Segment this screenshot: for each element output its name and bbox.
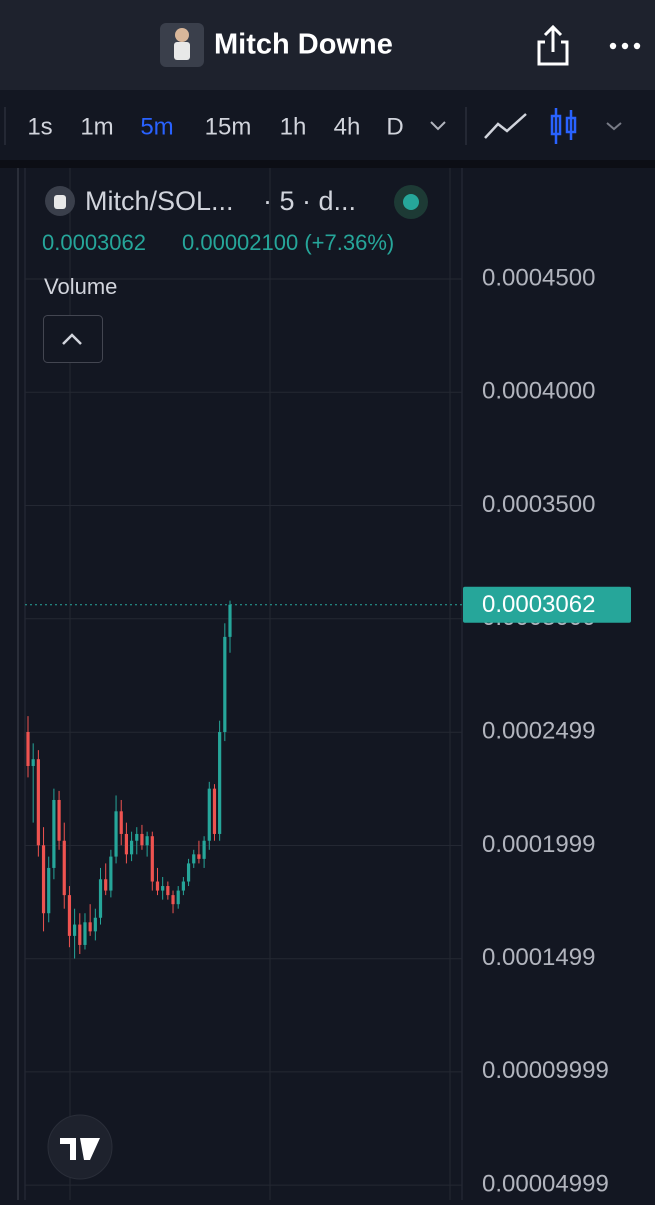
- symbol: Mitch/SOL...: [85, 186, 234, 216]
- candle-body: [145, 836, 149, 846]
- candle-body: [228, 604, 232, 637]
- more-button[interactable]: [609, 42, 641, 50]
- line-chart-button[interactable]: [484, 113, 527, 139]
- candle-body: [124, 833, 129, 855]
- divider: [0, 160, 655, 168]
- candle-body: [212, 788, 217, 834]
- candle-body: [155, 881, 160, 891]
- candle-body: [166, 886, 170, 896]
- interval-button[interactable]: 4h: [334, 113, 361, 140]
- symbol-avatar-body: [54, 195, 66, 209]
- interval-button[interactable]: 1h: [280, 113, 307, 140]
- candle-body: [109, 856, 113, 891]
- candle-body: [129, 840, 134, 855]
- candle-body: [223, 636, 227, 733]
- candle-body: [26, 732, 30, 766]
- candle-body: [88, 922, 92, 932]
- last-price-box: [463, 586, 631, 623]
- y-tick-label: 0.00004999: [482, 1170, 609, 1197]
- y-tick-label: 0.0002499: [482, 718, 595, 745]
- candle-body: [114, 811, 118, 857]
- candle-body: [98, 879, 103, 918]
- candle-body: [73, 924, 77, 936]
- candle-body: [207, 788, 211, 841]
- candle-body: [140, 833, 144, 846]
- candle-body: [176, 890, 180, 905]
- logo-mark: [60, 1138, 100, 1160]
- chart-type-dropdown[interactable]: [606, 122, 622, 131]
- last-price: 0.0003062: [42, 230, 146, 255]
- candle-body: [52, 799, 56, 868]
- status-dot: [403, 194, 419, 210]
- collapse-button[interactable]: [43, 315, 103, 363]
- y-tick-label: 0.0004000: [482, 378, 595, 405]
- candle-chart-button[interactable]: [550, 108, 577, 144]
- y-tick-label: 0.0003500: [482, 491, 595, 518]
- candle-body: [41, 845, 46, 914]
- avatar-body: [174, 42, 190, 60]
- candle-body: [150, 836, 154, 882]
- candle-body: [186, 863, 191, 882]
- candle-body: [31, 759, 35, 766]
- candle-body: [36, 759, 40, 846]
- candle-body: [192, 854, 196, 864]
- y-tick-label: 0.0004500: [482, 264, 595, 291]
- candle-body: [47, 867, 51, 914]
- candle-body: [218, 732, 222, 834]
- candle-body: [171, 895, 175, 905]
- share-button[interactable]: [537, 24, 569, 66]
- candle-body: [104, 879, 108, 891]
- candle-body: [78, 924, 82, 945]
- header-bar: [0, 0, 655, 90]
- price-change: 0.00002100 (+7.36%): [182, 230, 394, 255]
- candle-body: [202, 840, 206, 859]
- candle-body: [197, 854, 201, 859]
- candle-body: [93, 917, 97, 932]
- candle-body: [119, 811, 123, 834]
- candle-body: [83, 922, 87, 945]
- symbol-details: · 5 · d...: [263, 186, 356, 216]
- tradingview-logo[interactable]: [47, 1114, 113, 1180]
- candle-body: [161, 886, 165, 891]
- interval-button[interactable]: 5m: [140, 113, 173, 140]
- indicator-name: Volume: [44, 274, 117, 299]
- interval-button[interactable]: D: [386, 113, 403, 140]
- candle-body: [67, 895, 72, 936]
- last-price-label: 0.0003062: [482, 591, 595, 618]
- candle-body: [181, 881, 185, 891]
- interval-dropdown[interactable]: [430, 121, 446, 131]
- avatar-head: [175, 28, 189, 42]
- y-tick-label: 0.0001999: [482, 831, 595, 858]
- interval-button[interactable]: 1m: [80, 113, 113, 140]
- y-tick-label: 0.0001499: [482, 944, 595, 971]
- y-tick-label: 0.00009999: [482, 1057, 609, 1084]
- candle-body: [62, 840, 66, 896]
- interval-button[interactable]: 1s: [27, 113, 52, 140]
- header-title: Mitch Downe: [214, 29, 393, 61]
- interval-button[interactable]: 15m: [205, 113, 252, 140]
- collapse-icon: [62, 333, 82, 345]
- candle-body: [135, 833, 139, 841]
- candle-body: [57, 799, 61, 841]
- toolbar: [0, 90, 655, 160]
